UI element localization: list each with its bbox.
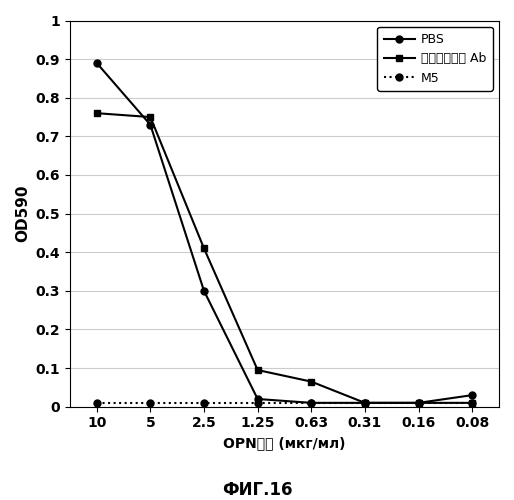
Line: M5: M5 xyxy=(93,400,475,406)
PBS xyxy=(469,392,475,398)
コントロール Ab xyxy=(469,400,475,406)
PBS xyxy=(201,288,207,294)
M5 xyxy=(469,400,475,406)
コントロール Ab xyxy=(362,400,368,406)
Line: コントロール Ab: コントロール Ab xyxy=(93,110,475,406)
X-axis label: OPN濃度 (мкг/мл): OPN濃度 (мкг/мл) xyxy=(223,436,346,450)
PBS xyxy=(362,400,368,406)
PBS xyxy=(308,400,315,406)
M5 xyxy=(201,400,207,406)
PBS xyxy=(415,400,421,406)
Y-axis label: OD590: OD590 xyxy=(15,185,30,242)
コントロール Ab xyxy=(94,110,100,116)
Legend: PBS, コントロール Ab, M5: PBS, コントロール Ab, M5 xyxy=(377,26,493,91)
コントロール Ab xyxy=(148,114,154,120)
コントロール Ab xyxy=(415,400,421,406)
M5 xyxy=(254,400,261,406)
PBS xyxy=(254,396,261,402)
M5 xyxy=(94,400,100,406)
コントロール Ab xyxy=(254,367,261,373)
PBS xyxy=(94,60,100,66)
コントロール Ab xyxy=(201,246,207,252)
M5 xyxy=(362,400,368,406)
Text: ФИГ.16: ФИГ.16 xyxy=(222,481,292,499)
コントロール Ab xyxy=(308,378,315,384)
PBS xyxy=(148,122,154,128)
M5 xyxy=(308,400,315,406)
M5 xyxy=(415,400,421,406)
Line: PBS: PBS xyxy=(93,60,475,406)
M5 xyxy=(148,400,154,406)
